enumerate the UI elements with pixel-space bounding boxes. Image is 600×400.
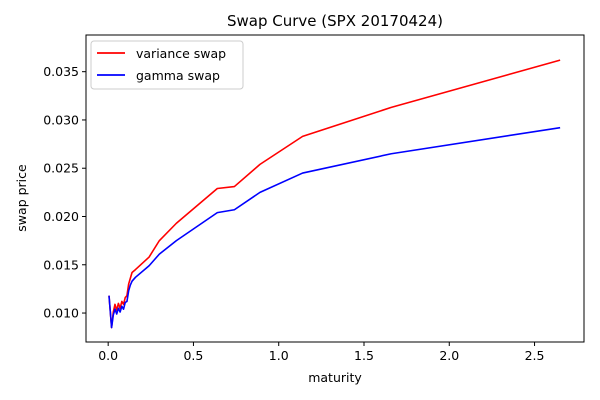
y-tick-label: 0.010 [43,306,79,321]
legend-label-variance-swap: variance swap [136,46,226,61]
x-axis: 0.0 0.5 1.0 1.5 2.0 2.5 [98,342,544,363]
series-line-gamma-swap [108,126,561,329]
y-tick-label: 0.030 [43,112,79,127]
x-tick-label: 2.5 [525,348,545,363]
y-tick-label: 0.015 [43,257,79,272]
x-tick-label: 0.5 [183,348,203,363]
x-axis-label: maturity [308,370,362,385]
x-tick-label: 0.0 [98,348,118,363]
y-tick-label: 0.020 [43,209,79,224]
series-layer [108,59,561,329]
y-tick-label: 0.025 [43,161,79,176]
y-tick-label: 0.035 [43,64,79,79]
chart-title: Swap Curve (SPX 20170424) [227,12,443,30]
legend: variance swap gamma swap [90,40,244,90]
x-tick-label: 2.0 [439,348,459,363]
x-tick-label: 1.0 [269,348,289,363]
axes-frame [85,34,585,343]
legend-box [90,40,244,90]
legend-label-gamma-swap: gamma swap [136,68,220,83]
y-axis-label: swap price [14,164,29,232]
plot-area [85,34,585,343]
x-tick-label: 1.5 [354,348,374,363]
series-line-variance-swap [108,59,561,329]
y-axis: 0.010 0.015 0.020 0.025 0.030 0.035 [43,64,86,321]
